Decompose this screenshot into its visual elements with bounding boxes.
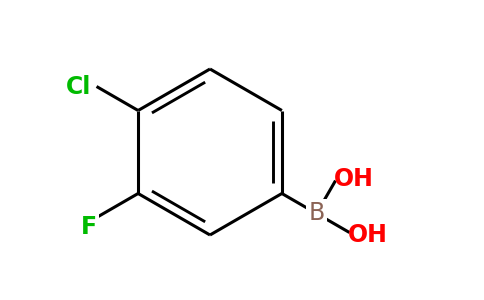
Text: B: B — [308, 202, 325, 226]
Text: OH: OH — [348, 223, 387, 247]
Text: Cl: Cl — [66, 74, 91, 98]
Text: OH: OH — [333, 167, 374, 191]
Text: F: F — [80, 215, 97, 239]
